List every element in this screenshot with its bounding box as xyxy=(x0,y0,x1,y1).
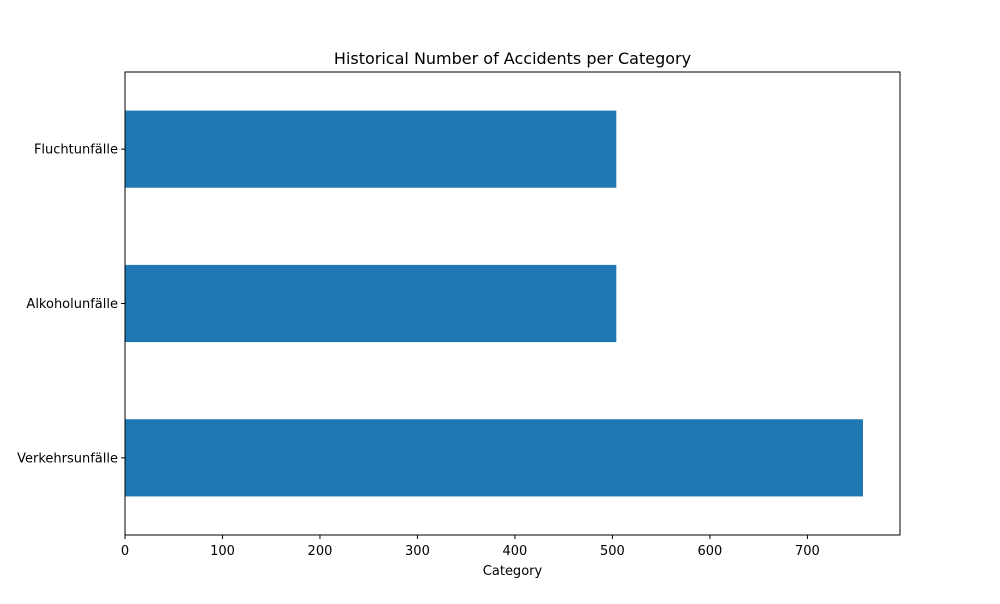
y-tick-label: Alkoholunfälle xyxy=(26,297,118,312)
x-tick-label: 300 xyxy=(405,544,430,559)
y-tick-label: Verkehrsunfälle xyxy=(17,451,118,466)
x-tick-label: 600 xyxy=(697,544,722,559)
x-tick-label: 500 xyxy=(600,544,625,559)
bars xyxy=(125,110,863,497)
y-axis-ticks: Verkehrsunfälle Alkoholunfälle Fluchtunfäl… xyxy=(17,143,125,466)
x-tick-label: 0 xyxy=(121,544,129,559)
bar-1 xyxy=(125,264,617,343)
x-axis-ticks: 0 100 200 300 400 500 600 700 xyxy=(121,535,820,559)
x-tick-label: 400 xyxy=(503,544,528,559)
y-tick-label: Fluchtunfälle xyxy=(34,143,118,158)
x-tick-label: 200 xyxy=(308,544,333,559)
chart-title: Historical Number of Accidents per Categ… xyxy=(334,49,691,68)
x-tick-label: 700 xyxy=(795,544,820,559)
x-tick-label: 100 xyxy=(210,544,235,559)
x-axis-label: Category xyxy=(483,564,543,579)
bar-2 xyxy=(125,110,617,188)
bar-0 xyxy=(125,419,863,497)
